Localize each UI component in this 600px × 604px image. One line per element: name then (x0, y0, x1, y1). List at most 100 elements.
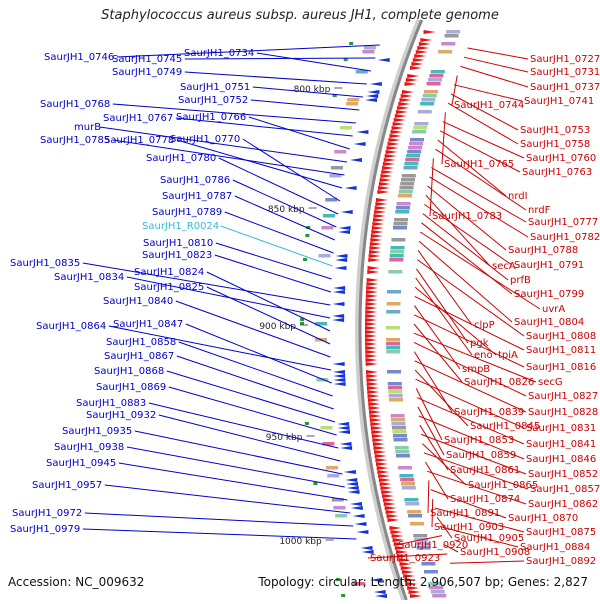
forward-cds-arrow (367, 90, 380, 94)
forward-gene-label: SaurJH1_0932 (86, 410, 156, 421)
reverse-label-leader (367, 553, 448, 559)
cog-band-segment (430, 70, 445, 74)
reverse-cds-arrow (365, 310, 378, 314)
reverse-gene-label: SaurJH1_0920 (398, 540, 468, 551)
reverse-cds-arrow (375, 462, 388, 466)
reverse-cds-arrow (378, 186, 391, 190)
cog-band-segment (391, 238, 406, 242)
reverse-cds-arrow (366, 286, 379, 290)
forward-label-leader (158, 414, 341, 462)
forward-gene-labels: SaurJH1_0746SaurJH1_0745SaurJH1_0734Saur… (10, 48, 254, 535)
reverse-gene-label: nrdF (528, 205, 551, 216)
reverse-gene-label: nrdI (508, 191, 528, 202)
forward-cds-arrow (332, 370, 345, 374)
forward-label-leader (232, 179, 337, 228)
reverse-cds-arrow (366, 386, 379, 390)
kbp-tick-label: 850 kbp (268, 205, 305, 215)
forward-label-leader (116, 44, 380, 58)
cog-band-segment (396, 202, 411, 206)
reverse-label-leader (434, 507, 525, 533)
cog-band-segment (386, 346, 401, 350)
feature-rings (300, 30, 461, 598)
reverse-cds-arrow (392, 538, 405, 542)
reverse-label-leader (422, 443, 467, 486)
forward-cds-arrow (333, 378, 346, 382)
reverse-cds-arrow (365, 358, 378, 362)
cog-band-segment (387, 290, 402, 294)
cog-band-segment (400, 482, 415, 486)
forward-gene-label: SaurJH1_0787 (162, 191, 232, 202)
cog-band-segment (446, 30, 461, 34)
cog-band-segment (417, 110, 432, 114)
reverse-cds-arrow (365, 314, 378, 318)
reverse-label-leader (414, 295, 525, 351)
rna-marker (300, 322, 305, 325)
reverse-cds-arrow (365, 318, 378, 322)
forward-cds-arrow (333, 374, 346, 378)
forward-label-leader (168, 386, 337, 436)
reverse-cds-arrow (387, 142, 400, 146)
cog-band-segment (386, 342, 401, 346)
forward-cds-arrow (343, 470, 356, 474)
forward-cds-arrow (335, 254, 348, 258)
cog-band-segment (390, 246, 405, 250)
cog-band-segment (389, 254, 404, 258)
rna-marker (313, 482, 318, 485)
reverse-gene-label: SaurJH1_0788 (508, 245, 578, 256)
forward-label-leader (206, 286, 331, 345)
reverse-cds-arrow (366, 278, 379, 282)
forward-gene-label: SaurJH1_0746 (44, 52, 114, 63)
forward-label-leader (184, 71, 367, 85)
forward-gene-label: SaurJH1_0945 (46, 458, 116, 469)
reverse-label-leader (413, 332, 537, 383)
reverse-gene-label: SaurJH1_0777 (528, 217, 598, 228)
reverse-cds-arrow (393, 118, 406, 122)
forward-label-leader (248, 116, 350, 150)
reverse-cds-arrow (365, 294, 378, 298)
reverse-gene-label: clpP (474, 320, 495, 331)
forward-gene-label: SaurJH1_0972 (12, 508, 82, 519)
reverse-cds-arrow (374, 450, 387, 454)
reverse-label-leaders (367, 47, 541, 564)
cog-band-segment (392, 226, 407, 230)
reverse-label-leader (424, 203, 513, 266)
rna-marker (304, 422, 309, 425)
forward-label-leader (148, 402, 339, 449)
cog-band-segment (427, 78, 442, 82)
reverse-cds-arrow (383, 158, 396, 162)
reverse-cds-arrow (373, 446, 386, 450)
cog-band-segment (387, 370, 402, 374)
reverse-label-leader (417, 406, 445, 456)
cog-band-segment (404, 498, 419, 502)
cog-band-segment (392, 434, 407, 438)
cog-band-segment (399, 186, 414, 190)
cog-band-segment (388, 270, 403, 274)
reverse-label-leader (413, 323, 463, 383)
reverse-cds-arrow (415, 50, 428, 54)
forward-gene-label: SaurJH1_0780 (146, 153, 216, 164)
reverse-label-leader (453, 84, 523, 102)
cog-band-segment (406, 154, 421, 158)
cog-band-segment (401, 486, 416, 490)
outer-band-segment (353, 582, 366, 586)
reverse-gene-label: SaurJH1_0865 (468, 480, 538, 491)
forward-cds-arrow (337, 422, 350, 426)
reverse-cds-arrow (367, 270, 380, 274)
forward-gene-label: SaurJH1_0938 (54, 442, 124, 453)
reverse-label-leader (431, 167, 527, 223)
reverse-gene-label: SaurJH1_0826 (464, 377, 534, 388)
reverse-cds-arrow (404, 578, 417, 582)
reverse-cds-arrow (373, 214, 386, 218)
forward-gene-label: SaurJH1_0789 (152, 207, 222, 218)
reverse-gene-label: SaurJH1_0763 (522, 167, 592, 178)
reverse-cds-arrow (372, 222, 385, 226)
cog-band-segment (432, 594, 447, 598)
reverse-cds-arrow (398, 558, 411, 562)
reverse-cds-arrow (369, 410, 382, 414)
outer-band-segment (334, 150, 347, 154)
forward-cds-arrow (354, 522, 367, 526)
reverse-cds-arrow (385, 510, 398, 514)
reverse-label-leader (431, 498, 434, 528)
reverse-label-leader (450, 93, 519, 131)
reverse-cds-arrow (403, 574, 416, 578)
